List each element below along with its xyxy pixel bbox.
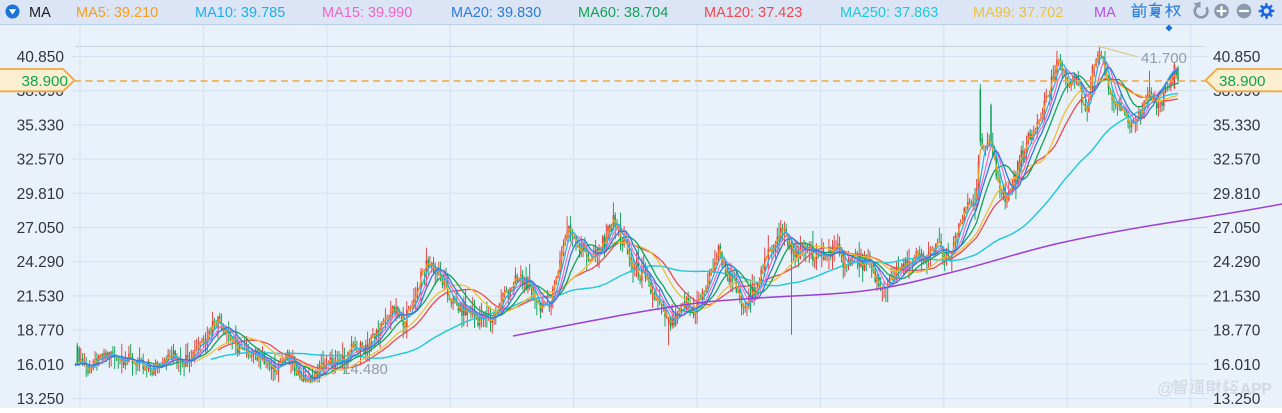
svg-text:18.770: 18.770 (17, 323, 65, 340)
svg-text:40.850: 40.850 (1213, 49, 1261, 66)
svg-text:MA: MA (29, 5, 51, 21)
svg-text:MA20: 39.830: MA20: 39.830 (451, 5, 541, 21)
svg-text:32.570: 32.570 (17, 152, 65, 169)
svg-text:29.810: 29.810 (17, 186, 65, 203)
svg-text:24.290: 24.290 (1213, 254, 1261, 271)
svg-text:13.250: 13.250 (1213, 391, 1261, 408)
svg-text:35.330: 35.330 (1213, 117, 1261, 134)
svg-text:27.050: 27.050 (17, 220, 65, 237)
svg-text:MA60: 38.704: MA60: 38.704 (578, 5, 668, 21)
svg-text:35.330: 35.330 (17, 117, 65, 134)
svg-text:16.010: 16.010 (17, 357, 65, 374)
svg-text:41.700: 41.700 (1141, 50, 1187, 67)
svg-text:38.900: 38.900 (22, 73, 68, 90)
svg-text:MA5: 39.210: MA5: 39.210 (76, 5, 158, 21)
svg-text:MA120: 37.423: MA120: 37.423 (704, 5, 802, 21)
svg-text:29.810: 29.810 (1213, 186, 1261, 203)
svg-text:@: @ (1157, 379, 1174, 398)
svg-text:MA: MA (1094, 5, 1116, 21)
svg-text:16.010: 16.010 (1213, 357, 1261, 374)
svg-text:32.570: 32.570 (1213, 152, 1261, 169)
svg-text:24.290: 24.290 (17, 254, 65, 271)
svg-text:MA10: 39.785: MA10: 39.785 (195, 5, 285, 21)
svg-text:MA99: 37.702: MA99: 37.702 (973, 5, 1063, 21)
svg-text:40.850: 40.850 (17, 49, 65, 66)
svg-text:21.530: 21.530 (1213, 288, 1261, 305)
svg-text:18.770: 18.770 (1213, 323, 1261, 340)
svg-text:21.530: 21.530 (17, 288, 65, 305)
svg-text:13.250: 13.250 (17, 391, 65, 408)
svg-text:MA15: 39.990: MA15: 39.990 (322, 5, 412, 21)
svg-text:14.480: 14.480 (342, 361, 388, 378)
svg-text:38.900: 38.900 (1219, 73, 1265, 90)
svg-text:27.050: 27.050 (1213, 220, 1261, 237)
svg-text:MA250: 37.863: MA250: 37.863 (840, 5, 938, 21)
svg-text:APP: APP (1240, 381, 1272, 398)
